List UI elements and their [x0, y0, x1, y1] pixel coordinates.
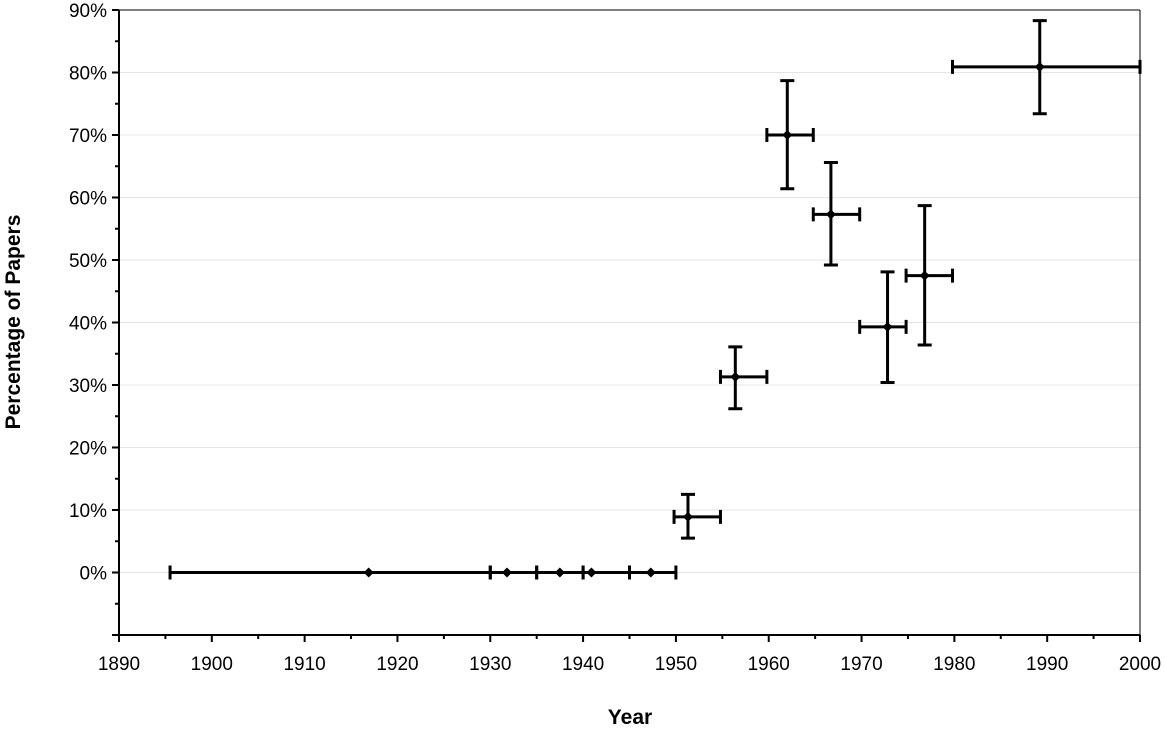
point-marker	[682, 511, 693, 522]
x-tick-label: 1910	[283, 654, 325, 675]
data-point-11	[904, 204, 955, 347]
grid	[119, 9, 1140, 573]
y-tick-label: 60%	[69, 189, 107, 210]
point-marker	[586, 567, 597, 578]
point-marker	[782, 130, 793, 140]
y-axis-title: Percentage of Papers	[2, 215, 25, 430]
data-point-10	[858, 270, 908, 384]
data-point-5	[628, 565, 678, 580]
x-tick-label: 1920	[376, 654, 418, 675]
y-tick-label: 40%	[69, 314, 107, 335]
y-tick-label: 90%	[69, 1, 107, 22]
x-tick-label: 1890	[98, 654, 140, 675]
x-tick-label: 1950	[655, 654, 697, 675]
x-axis-title: Year	[608, 706, 652, 729]
data-point-4	[581, 565, 631, 580]
data-point-12	[951, 19, 1142, 116]
data-point-6	[672, 492, 722, 540]
y-tick-label: 70%	[69, 126, 107, 147]
data-point-8	[765, 79, 815, 191]
axes	[112, 9, 1141, 642]
y-tick-label: 80%	[69, 64, 107, 85]
x-tick-label: 1940	[562, 654, 604, 675]
x-tick-label: 1970	[840, 654, 882, 675]
x-tick-label: 1980	[933, 654, 975, 675]
x-tick-label: 2000	[1119, 654, 1161, 675]
point-marker	[1034, 61, 1045, 72]
x-tick-label: 1960	[748, 654, 790, 675]
point-marker	[554, 567, 565, 578]
data-point-3	[535, 565, 585, 580]
point-marker	[730, 371, 741, 382]
point-marker	[825, 209, 836, 220]
point-marker	[919, 270, 930, 281]
x-tick-label: 1900	[191, 654, 233, 675]
data-point-1	[168, 565, 492, 580]
y-tick-label: 20%	[69, 439, 107, 460]
y-tick-label: 10%	[69, 501, 107, 522]
point-marker	[363, 567, 374, 578]
y-tick-label: 50%	[69, 251, 107, 272]
tick-labels: 0% 10% 20% 30% 40% 50% 60% 70% 80% 90% 1890 1900 191…	[69, 1, 1161, 675]
data-point-2	[488, 565, 539, 580]
y-tick-label: 0%	[80, 564, 108, 585]
x-tick-label: 1930	[469, 654, 511, 675]
data-marks	[168, 19, 1142, 580]
data-point-7	[718, 345, 769, 411]
point-marker	[501, 567, 512, 578]
x-tick-label: 1990	[1026, 654, 1068, 675]
y-tick-label: 30%	[69, 376, 107, 397]
data-point-9	[811, 161, 862, 267]
point-marker	[882, 321, 893, 332]
point-marker	[645, 567, 656, 578]
